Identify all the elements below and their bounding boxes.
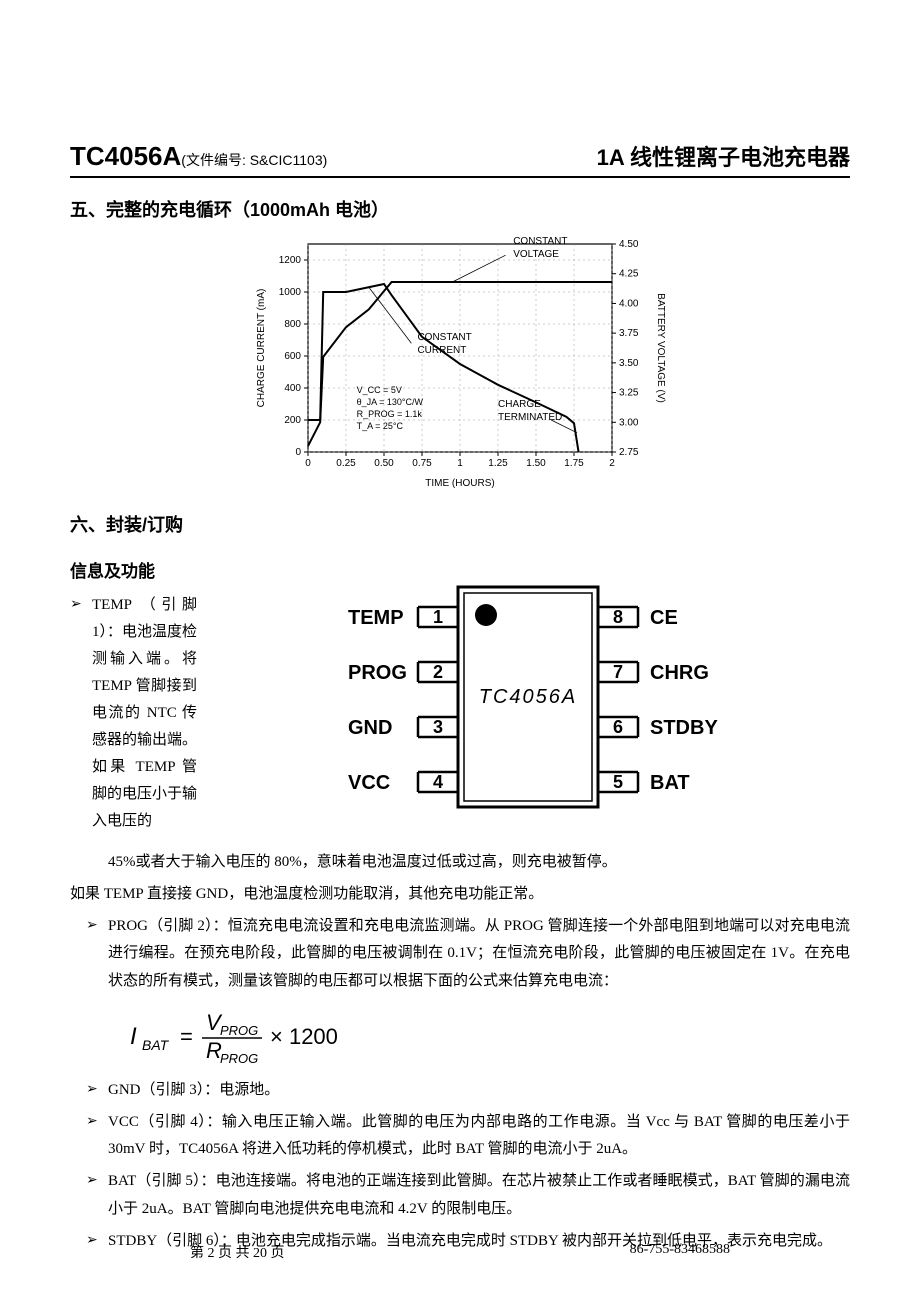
svg-text:6: 6 [612,717,622,737]
svg-text:4.25: 4.25 [619,269,639,280]
svg-text:1.75: 1.75 [564,458,584,469]
svg-text:VOLTAGE: VOLTAGE [513,249,559,260]
svg-text:GND: GND [348,717,392,739]
svg-text:800: 800 [284,319,301,330]
svg-text:CONSTANT: CONSTANT [513,236,567,247]
svg-text:3: 3 [432,717,442,737]
package-diagram: TC4056A TEMP 1 PROG 2 GND 3 VCC 4 8 CE 7 CHRG 6 STDBY 5… [205,547,850,832]
svg-text:TERMINATED: TERMINATED [498,412,562,423]
svg-text:V_CC = 5V: V_CC = 5V [357,385,402,395]
section6-subheading: 信息及功能 [70,557,197,582]
footer-phone: 86-755-83468588 [630,1242,730,1262]
svg-text:2: 2 [432,662,442,682]
pin-text-left-col: 信息及功能 TEMP （引脚 1）：电池温度检测输入端。将 TEMP 管脚接到电… [70,547,205,839]
pin-temp-cont2: 如果 TEMP 直接接 GND，电池温度检测功能取消，其他充电功能正常。 [70,881,850,909]
svg-text:3.00: 3.00 [619,417,639,428]
svg-text:1.25: 1.25 [488,458,508,469]
svg-text:T_A = 25°C: T_A = 25°C [357,421,404,431]
svg-text:TEMP: TEMP [348,607,404,629]
section5-heading: 五、完整的充电循环（1000mAh 电池） [70,196,850,222]
header-left: TC4056A(文件编号: S&CIC1103) [70,141,327,172]
svg-text:7: 7 [612,662,622,682]
page-header: TC4056A(文件编号: S&CIC1103) 1A 线性锂离子电池充电器 [70,140,850,178]
svg-text:STDBY: STDBY [650,717,718,739]
svg-text:CE: CE [650,607,678,629]
svg-text:2.75: 2.75 [619,447,639,458]
charge-cycle-chart: 0 0.25 0.50 0.75 1 1.25 1.50 1.75 2 0 200 400 600 800… [70,232,850,497]
svg-text:R_PROG = 1.1k: R_PROG = 1.1k [357,409,423,419]
svg-text:1: 1 [432,607,442,627]
svg-text:0.50: 0.50 [374,458,394,469]
svg-text:CONSTANT: CONSTANT [417,332,471,343]
svg-text:0: 0 [305,458,311,469]
svg-text:=: = [180,1024,193,1049]
doc-number: (文件编号: S&CIC1103) [181,152,327,168]
footer-page: 第 2 页 共 20 页 [190,1242,285,1262]
svg-text:600: 600 [284,351,301,362]
pin-temp-cont1: 45%或者大于输入电压的 80%，意味着电池温度过低或过高，则充电被暂停。 [70,849,850,877]
svg-text:VCC: VCC [348,772,390,794]
svg-text:3.50: 3.50 [619,358,639,369]
formula-ibat: I BAT = V PROG R PROG × 1200 [70,1000,850,1077]
svg-text:1: 1 [457,458,463,469]
svg-text:1.50: 1.50 [526,458,546,469]
pin-vcc-desc: VCC（引脚 4）：输入电压正输入端。此管脚的电压为内部电路的工作电源。当 Vc… [108,1109,850,1165]
svg-text:400: 400 [284,383,301,394]
svg-text:BATTERY VOLTAGE (V): BATTERY VOLTAGE (V) [655,293,666,403]
page-title: 1A 线性锂离子电池充电器 [597,140,850,172]
svg-text:TIME (HOURS): TIME (HOURS) [425,478,494,489]
svg-text:PROG: PROG [220,1023,258,1038]
svg-text:BAT: BAT [142,1037,170,1053]
pin-bat-desc: BAT（引脚 5）：电池连接端。将电池的正端连接到此管脚。在芯片被禁止工作或者睡… [108,1168,850,1224]
svg-text:BAT: BAT [650,772,690,794]
svg-text:3.25: 3.25 [619,388,639,399]
svg-text:× 1200: × 1200 [270,1024,338,1049]
svg-text:4.50: 4.50 [619,239,639,250]
pin-gnd-desc: GND（引脚 3）：电源地。 [108,1077,850,1105]
svg-text:CHARGE CURRENT (mA): CHARGE CURRENT (mA) [256,289,267,408]
svg-text:CHARGE: CHARGE [498,399,541,410]
svg-text:0: 0 [295,447,301,458]
svg-text:CURRENT: CURRENT [417,345,466,356]
svg-text:8: 8 [612,607,622,627]
pin-prog-desc: PROG（引脚 2）：恒流充电电流设置和充电电流监测端。从 PROG 管脚连接一… [108,913,850,996]
svg-text:3.75: 3.75 [619,328,639,339]
svg-text:I: I [130,1023,137,1050]
svg-text:0.75: 0.75 [412,458,432,469]
svg-text:1200: 1200 [279,255,302,266]
pin-temp-desc: TEMP （引脚 1）：电池温度检测输入端。将 TEMP 管脚接到电流的 NTC… [92,592,197,835]
svg-text:PROG: PROG [348,662,407,684]
svg-text:CHRG: CHRG [650,662,709,684]
svg-text:TC4056A: TC4056A [478,686,577,708]
svg-text:θ_JA = 130°C/W: θ_JA = 130°C/W [357,397,424,407]
svg-text:5: 5 [612,772,622,792]
package-block: 信息及功能 TEMP （引脚 1）：电池温度检测输入端。将 TEMP 管脚接到电… [70,547,850,839]
svg-text:1000: 1000 [279,287,302,298]
svg-text:200: 200 [284,415,301,426]
part-number: TC4056A [70,141,181,171]
svg-text:4.00: 4.00 [619,298,639,309]
svg-text:2: 2 [609,458,615,469]
svg-text:4: 4 [432,772,442,792]
svg-text:PROG: PROG [220,1051,258,1064]
section6-heading: 六、封装/订购 [70,511,850,537]
page-footer: 第 2 页 共 20 页 86-755-83468588 [70,1242,850,1262]
svg-text:0.25: 0.25 [336,458,356,469]
